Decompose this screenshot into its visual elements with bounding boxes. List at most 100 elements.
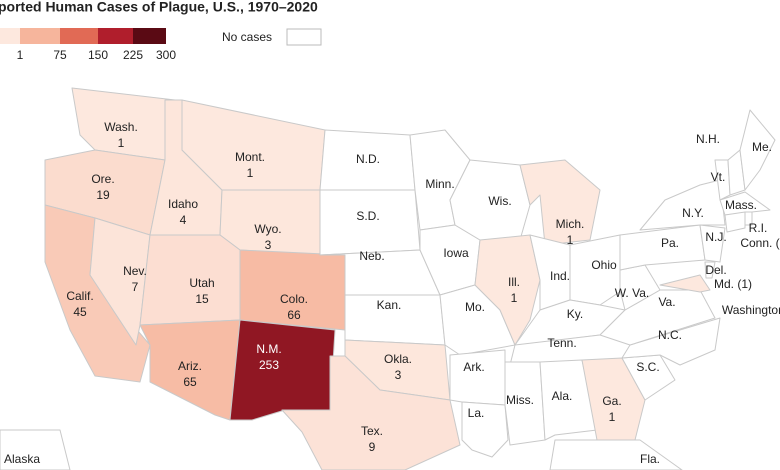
state-label: Colo. [280, 292, 308, 306]
state-label: Wash. [104, 120, 138, 134]
state-shape [621, 317, 721, 366]
state-label: Fla. [640, 452, 660, 466]
state-label: Ore. [91, 172, 114, 186]
state-label: Ala. [552, 389, 573, 403]
labels: Wash.1Ore.19Calif.45Nev.7Idaho4Mont.1Wyo… [4, 120, 780, 466]
state-label: Ky. [567, 307, 583, 321]
state-shape [549, 439, 683, 470]
state-value: 66 [287, 308, 301, 322]
state-label: Mo. [465, 300, 485, 314]
state-shape [539, 359, 598, 441]
state-label: Mich. [556, 217, 585, 231]
state-label: Me. [752, 140, 772, 154]
state-label: Idaho [168, 197, 198, 211]
state-value: 65 [183, 375, 197, 389]
state-shape [724, 211, 746, 233]
state-label: Mont. [235, 150, 265, 164]
state-label: Alaska [4, 452, 40, 466]
state-label: S.C. [636, 360, 659, 374]
state-label: W. Va. [615, 286, 649, 300]
state-shape [281, 355, 461, 470]
state-value: 1 [567, 233, 574, 247]
state-shape [639, 179, 726, 231]
legend: 1 75 150 225 300 [0, 28, 322, 62]
state-value: 1 [511, 291, 518, 305]
state-label: Ohio [591, 258, 617, 272]
no-cases-swatch [286, 28, 322, 46]
legend-tick-label: 300 [156, 48, 176, 62]
state-label: Tenn. [547, 336, 576, 350]
state-shape [569, 234, 631, 306]
state-value: 1 [247, 166, 254, 180]
state-shape [229, 319, 336, 421]
state-value: 19 [96, 188, 110, 202]
state-value: 1 [609, 410, 616, 424]
state-label: Calif. [66, 289, 93, 303]
state-label: S.D. [356, 209, 379, 223]
state-label: Ind. [550, 269, 570, 283]
state-label: Utah [189, 276, 214, 290]
legend-tick-label: 150 [88, 48, 108, 62]
state-label: Miss. [506, 393, 534, 407]
legend-tick-label: 75 [53, 48, 67, 62]
state-label: Md. (1) [714, 277, 752, 291]
state-shape [739, 109, 776, 191]
state-value: 7 [132, 280, 139, 294]
legend-swatch [133, 28, 166, 44]
state-label: N.C. [658, 328, 682, 342]
map-title: ported Human Cases of Plague, U.S., 1970… [0, 0, 318, 15]
state-label: Va. [658, 295, 675, 309]
legend-swatch [0, 28, 20, 44]
state-label: N.H. [696, 132, 720, 146]
state-value: 3 [265, 238, 272, 252]
state-label: Kan. [377, 298, 402, 312]
state-label: Wis. [488, 194, 511, 208]
legend-swatch [20, 28, 60, 44]
state-shape [504, 361, 546, 446]
state-label: Ill. [508, 275, 520, 289]
state-shape [619, 224, 706, 271]
state-value: 45 [73, 305, 87, 319]
state-label: Nev. [123, 264, 147, 278]
state-label: Minn. [425, 177, 454, 191]
state-label: Pa. [661, 236, 679, 250]
state-shape [659, 274, 711, 293]
state-label: N.J. [705, 230, 726, 244]
state-label: Okla. [384, 352, 412, 366]
state-value: 1 [118, 136, 125, 150]
state-label: Washington, [722, 303, 780, 317]
legend-swatch [98, 28, 133, 44]
state-shape [449, 349, 506, 406]
state-label: Ga. [602, 394, 621, 408]
state-label: La. [468, 406, 485, 420]
state-shape [699, 224, 726, 263]
state-label: Iowa [443, 246, 469, 260]
state-label: Wyo. [254, 222, 281, 236]
state-label: Neb. [359, 249, 384, 263]
state-shape [519, 159, 601, 246]
state-shape [89, 217, 151, 346]
state-value: 4 [180, 213, 187, 227]
state-label: Tex. [361, 424, 383, 438]
state-shape [581, 357, 646, 441]
state-shape [704, 261, 716, 279]
state-shape [719, 191, 771, 216]
state-label: N.D. [356, 152, 380, 166]
state-value: 9 [369, 440, 376, 454]
state-value: 253 [259, 358, 279, 372]
state-label: N.M. [256, 342, 281, 356]
no-cases-label: No cases [222, 30, 272, 44]
state-label: Ariz. [178, 359, 202, 373]
state-label: Del. [705, 263, 726, 277]
state-label: Conn. ( [740, 236, 779, 250]
state-value: 15 [195, 292, 209, 306]
state-label: Mass. [725, 198, 757, 212]
legend-tick-label: 1 [17, 48, 24, 62]
states [0, 87, 776, 470]
legend-tick-label: 225 [123, 48, 143, 62]
legend-swatch [60, 28, 98, 44]
state-label: Vt. [711, 170, 726, 184]
state-shape [0, 429, 71, 470]
